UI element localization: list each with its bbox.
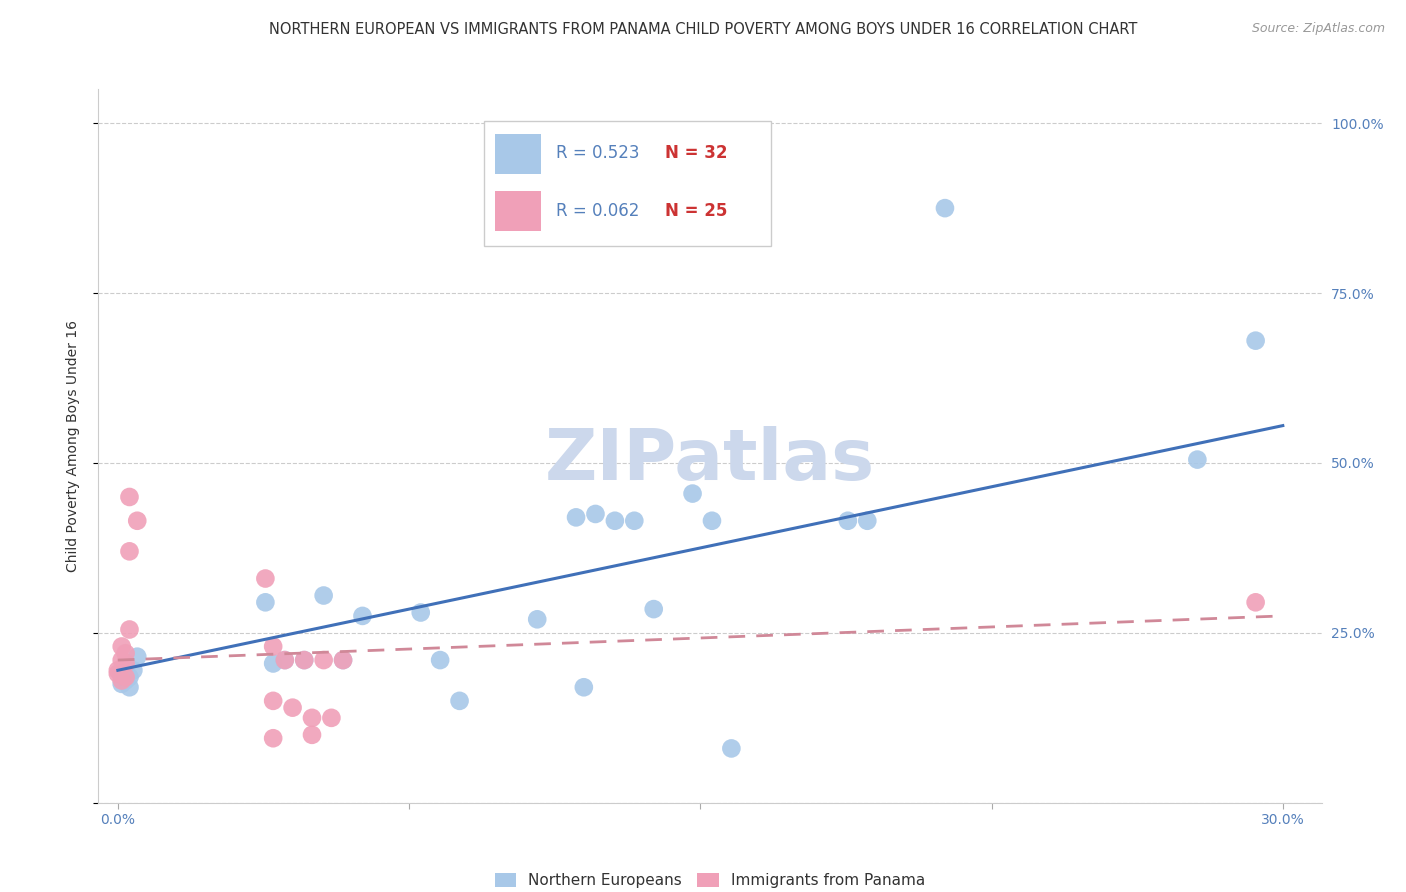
Point <box>111 673 134 688</box>
Point <box>682 486 704 500</box>
Point <box>274 653 297 667</box>
Point <box>111 666 134 681</box>
Point <box>643 602 665 616</box>
Point <box>262 694 284 708</box>
Point <box>281 700 304 714</box>
Point <box>623 514 645 528</box>
Point <box>114 646 136 660</box>
Point <box>118 490 141 504</box>
Point <box>1187 452 1209 467</box>
Text: N = 25: N = 25 <box>665 202 727 219</box>
Point <box>118 623 141 637</box>
Point <box>332 653 354 667</box>
Point <box>1244 334 1267 348</box>
Point <box>526 612 548 626</box>
Point <box>332 653 354 667</box>
Point <box>700 514 723 528</box>
Point <box>254 595 277 609</box>
Text: Source: ZipAtlas.com: Source: ZipAtlas.com <box>1251 22 1385 36</box>
Point <box>118 680 141 694</box>
Point <box>585 507 607 521</box>
Point <box>122 663 145 677</box>
Point <box>254 572 277 586</box>
Text: R = 0.062: R = 0.062 <box>555 202 638 219</box>
Point <box>301 728 323 742</box>
Point <box>262 640 284 654</box>
Y-axis label: Child Poverty Among Boys Under 16: Child Poverty Among Boys Under 16 <box>66 320 80 572</box>
Point <box>837 514 859 528</box>
Point <box>292 653 315 667</box>
Point <box>114 657 136 671</box>
Point <box>114 670 136 684</box>
Text: N = 32: N = 32 <box>665 145 727 162</box>
Point <box>107 663 129 677</box>
Point <box>565 510 588 524</box>
Point <box>274 653 297 667</box>
Point <box>111 653 134 667</box>
Point <box>107 666 129 681</box>
Point <box>292 653 315 667</box>
FancyBboxPatch shape <box>484 121 772 246</box>
Point <box>114 673 136 688</box>
Point <box>352 608 374 623</box>
Point <box>856 514 879 528</box>
Point <box>1244 595 1267 609</box>
Point <box>312 589 335 603</box>
Point <box>572 680 595 694</box>
Point <box>127 514 149 528</box>
Text: NORTHERN EUROPEAN VS IMMIGRANTS FROM PANAMA CHILD POVERTY AMONG BOYS UNDER 16 CO: NORTHERN EUROPEAN VS IMMIGRANTS FROM PAN… <box>269 22 1137 37</box>
Point <box>321 711 343 725</box>
Point <box>127 649 149 664</box>
Text: R = 0.523: R = 0.523 <box>555 145 640 162</box>
Point <box>449 694 471 708</box>
Point <box>312 653 335 667</box>
Legend: Northern Europeans, Immigrants from Panama: Northern Europeans, Immigrants from Pana… <box>495 873 925 888</box>
Text: ZIPatlas: ZIPatlas <box>546 425 875 495</box>
Point <box>429 653 451 667</box>
FancyBboxPatch shape <box>495 134 541 174</box>
Point <box>118 670 141 684</box>
Point <box>111 677 134 691</box>
Point <box>409 606 432 620</box>
FancyBboxPatch shape <box>495 191 541 231</box>
Point <box>720 741 742 756</box>
Point <box>118 544 141 558</box>
Point <box>603 514 626 528</box>
Point <box>262 657 284 671</box>
Point <box>934 201 956 215</box>
Point <box>111 640 134 654</box>
Point <box>262 731 284 746</box>
Point <box>301 711 323 725</box>
